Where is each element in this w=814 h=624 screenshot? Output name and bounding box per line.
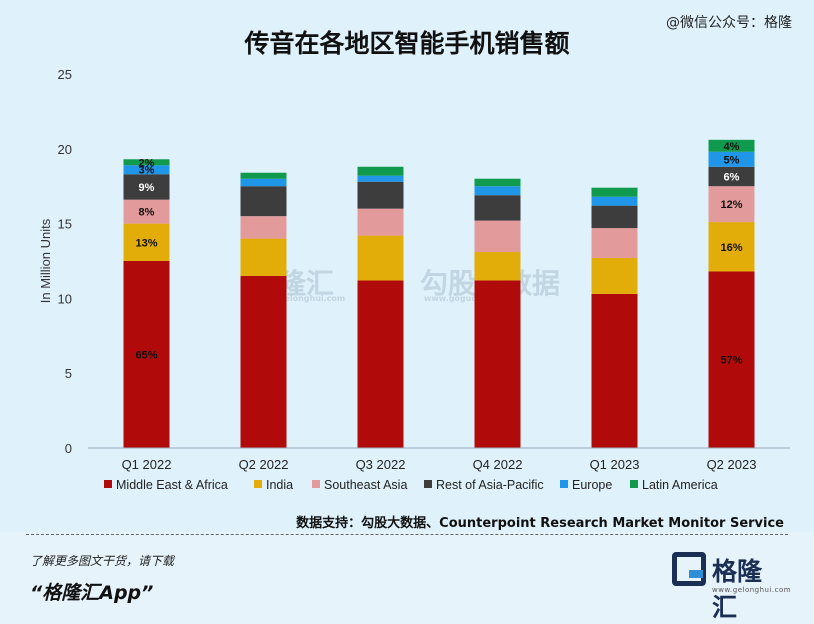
watermark-url-right: www.gogudata.com [424, 294, 514, 303]
bar-segment [591, 187, 638, 197]
legend-swatch [312, 480, 320, 488]
legend-swatch [424, 480, 432, 488]
legend-swatch [104, 480, 112, 488]
x-tick-label: Q4 2022 [473, 457, 523, 472]
source-note: 数据支持：勾股大数据、Counterpoint Research Market … [296, 516, 784, 531]
data-label: 9% [139, 182, 155, 194]
legend-label: Rest of Asia-Pacific [436, 478, 544, 492]
bar-segment [357, 235, 404, 281]
bar-segment [474, 178, 521, 187]
x-axis: Q1 2022 Q2 2022 Q3 2022 Q4 2022 Q1 2023 Q2 20… [88, 447, 790, 472]
legend-swatch [560, 480, 568, 488]
bar-segment [123, 261, 170, 448]
y-tick-label: 25 [58, 67, 72, 82]
y-tick-label: 0 [65, 441, 72, 456]
bar-segment [708, 186, 755, 223]
bar-segment [240, 172, 287, 179]
bar-segment [708, 222, 755, 272]
bar-segment [591, 196, 638, 206]
data-label: 3% [139, 165, 155, 177]
bars-group: 65% 13% 8% 9% 3%2% 57% 16% 12% 6% 5%4% [123, 139, 755, 448]
logo-name: 格隆汇 [712, 557, 763, 622]
legend-label: Middle East & Africa [116, 478, 228, 492]
bar-segment [474, 195, 521, 221]
x-tick-label: Q1 2022 [122, 457, 172, 472]
x-tick-label: Q3 2022 [356, 457, 406, 472]
bar-segment [240, 275, 287, 448]
bar-segment [240, 238, 287, 276]
data-label: 8% [139, 207, 155, 219]
y-tick-label: 10 [58, 291, 72, 306]
bar-segment [474, 252, 521, 281]
bar-segment [357, 280, 404, 448]
legend-label: India [266, 478, 293, 492]
watermark-url-left: www.gelonghui.com [254, 294, 346, 303]
data-label: 57% [720, 355, 742, 367]
footer-app-name: “格隆汇App” [30, 582, 154, 604]
bar-segment [123, 199, 170, 224]
data-label: 16% [720, 242, 742, 254]
legend-swatch [254, 480, 262, 488]
logo-icon [672, 552, 706, 586]
bar-segment [357, 166, 404, 176]
data-label: 5% [724, 154, 740, 166]
bar-segment [591, 228, 638, 259]
bar-segment [474, 280, 521, 448]
y-tick-label: 20 [58, 142, 72, 157]
bar-segment [474, 186, 521, 196]
legend-swatch [630, 480, 638, 488]
data-label: 6% [724, 171, 740, 183]
x-tick-label: Q2 2022 [239, 457, 289, 472]
bar-segment [240, 186, 287, 217]
legend: Middle East & Africa India Southeast Asia R… [104, 478, 718, 492]
y-tick-label: 15 [58, 217, 72, 232]
data-label: 4% [724, 141, 740, 153]
divider [26, 534, 788, 535]
bar-segment [591, 205, 638, 229]
legend-label: Europe [572, 478, 612, 492]
y-tick-label: 5 [65, 366, 72, 381]
bar-segment [123, 159, 170, 166]
y-axis-label: In Million Units [38, 218, 53, 303]
bar-segment [357, 175, 404, 182]
brand-logo: 格隆汇 www.gelonghui.com [672, 550, 791, 622]
stacked-bar-chart: 0 5 10 15 20 25 In Million Units 65% 13% 8% 9% 3%2… [38, 67, 790, 492]
bar-segment [357, 208, 404, 236]
logo-url: www.gelonghui.com [712, 586, 792, 594]
legend-label: Latin America [642, 478, 718, 492]
y-axis: 0 5 10 15 20 25 In Million Units [38, 67, 72, 456]
bar-segment [591, 258, 638, 294]
x-tick-label: Q2 2023 [707, 457, 757, 472]
bar-segment [357, 181, 404, 209]
data-label: 65% [135, 350, 157, 362]
data-label: 13% [135, 237, 157, 249]
legend-label: Southeast Asia [324, 478, 407, 492]
data-label: 2% [139, 157, 155, 169]
bar-segment [591, 293, 638, 448]
bar-segment [123, 165, 170, 175]
bar-segment [240, 216, 287, 239]
chart-title: 传音在各地区智能手机销售额 [244, 29, 570, 58]
data-label: 12% [720, 199, 742, 211]
bar-segment [708, 166, 755, 187]
bar-segment [708, 151, 755, 167]
bar-segment [708, 139, 755, 152]
bar-segment [708, 271, 755, 448]
bar-segment [474, 220, 521, 253]
bar-segment [123, 174, 170, 200]
watermark-text: @微信公众号：格隆 [666, 15, 792, 31]
footer-promo-text: 了解更多图文干货，请下载 [30, 554, 175, 568]
bar-segment [123, 223, 170, 261]
x-tick-label: Q1 2023 [590, 457, 640, 472]
bar-segment [240, 178, 287, 187]
